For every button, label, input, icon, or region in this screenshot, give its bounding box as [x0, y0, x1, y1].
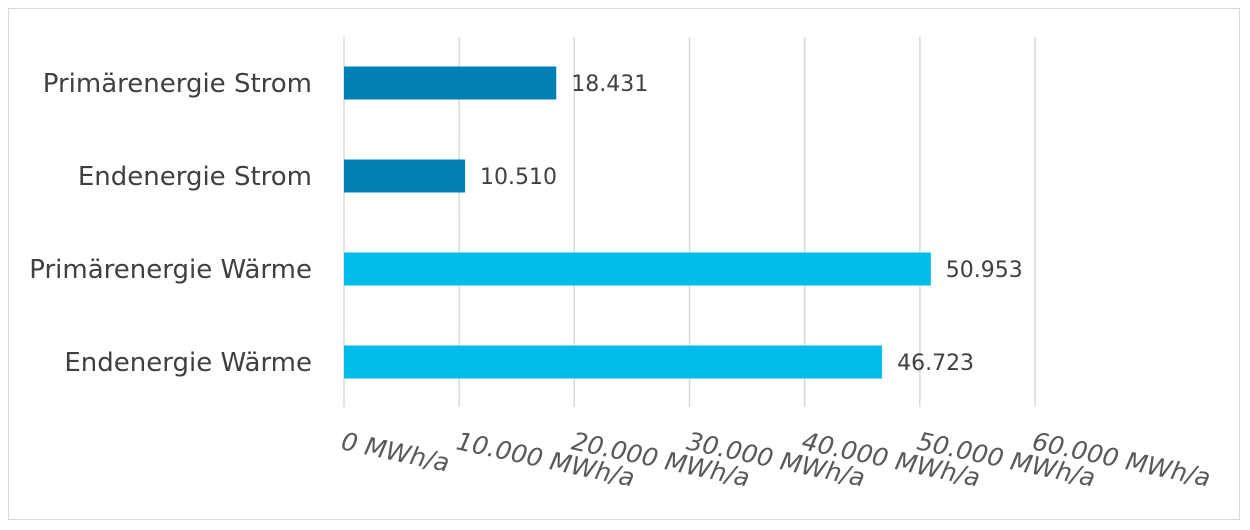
x-tick-labels: 0 MWh/a 10.000 MWh/a20.000 MWh/a30.000 MW… — [339, 427, 1213, 493]
bars — [344, 66, 931, 379]
value-label: 50.953 — [946, 258, 1023, 283]
category-label: Endenergie Strom — [78, 162, 312, 192]
value-label: 18.431 — [571, 72, 648, 97]
bar-4 — [344, 345, 883, 379]
category-labels: Primärenergie Strom Endenergie Strom Primä… — [29, 69, 312, 378]
value-label: 46.723 — [897, 351, 974, 376]
bar-1 — [344, 66, 557, 100]
bar-2 — [344, 159, 466, 193]
value-label: 10.510 — [480, 165, 557, 190]
x-tick-label: 0 MWh/a — [339, 427, 452, 478]
value-labels: 18.431 10.510 50.953 46.723 — [480, 72, 1023, 376]
category-label: Endenergie Wärme — [64, 348, 312, 378]
bar-3 — [344, 252, 931, 286]
category-label: Primärenergie Strom — [43, 69, 312, 99]
chart-frame: Primärenergie Strom Endenergie Strom Primä… — [8, 8, 1240, 520]
bar-chart: Primärenergie Strom Endenergie Strom Primä… — [29, 37, 1213, 493]
category-label: Primärenergie Wärme — [29, 255, 312, 285]
